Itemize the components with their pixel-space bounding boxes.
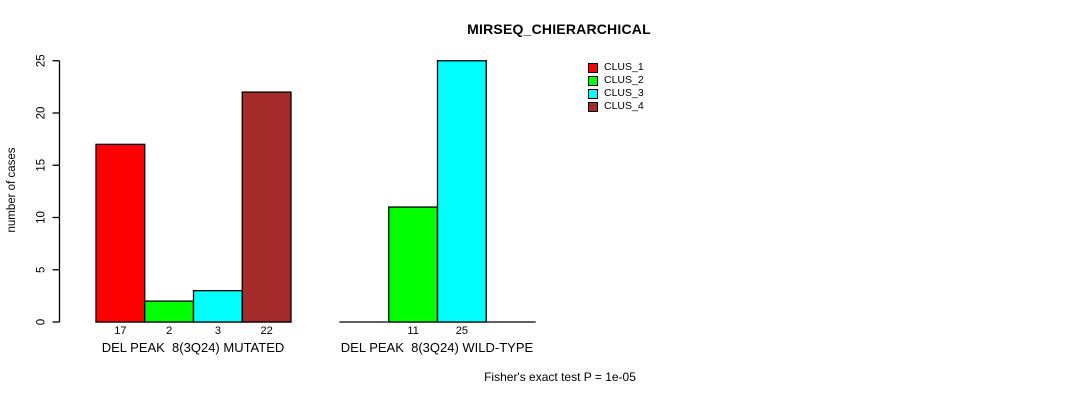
y-tick-label: 0 — [36, 319, 48, 325]
legend-label: CLUS_3 — [604, 87, 644, 99]
y-tick-label: 5 — [36, 267, 48, 273]
chart-title: MIRSEQ_CHIERARCHICAL — [467, 21, 651, 37]
legend-item-clus_3: CLUS_3 — [588, 87, 644, 100]
legend-item-clus_2: CLUS_2 — [588, 74, 644, 87]
bar-clus_2-group1 — [388, 206, 439, 323]
legend-item-clus_4: CLUS_4 — [588, 100, 644, 113]
x-axis-group-label-wild-type: DEL PEAK 8(3Q24) WILD-TYPE — [340, 340, 534, 355]
legend-swatch-clus_1 — [588, 62, 598, 73]
legend-swatch-clus_3 — [588, 88, 598, 99]
legend-swatch-clus_2 — [588, 75, 598, 86]
bar-clus_2-group0 — [144, 300, 195, 323]
legend-item-clus_1: CLUS_1 — [588, 61, 644, 74]
y-tick-label: 10 — [36, 211, 48, 224]
legend: CLUS_1 CLUS_2 CLUS_3 CLUS_4 — [588, 61, 644, 113]
bar-clus_3-group1 — [436, 60, 487, 323]
bar-clus_4-group0 — [241, 91, 292, 323]
bar-value-label: 17 — [114, 325, 126, 337]
legend-label: CLUS_2 — [604, 74, 644, 86]
legend-label: CLUS_1 — [604, 61, 644, 73]
x-axis-group-label-mutated: DEL PEAK 8(3Q24) MUTATED — [101, 340, 285, 355]
y-tick-label: 15 — [36, 159, 48, 172]
bar-value-label: 11 — [407, 325, 418, 337]
bar-value-label: 2 — [166, 325, 172, 337]
fisher-test-annotation: Fisher's exact test P = 1e-05 — [484, 370, 636, 384]
y-tick-label: 20 — [36, 107, 48, 120]
bar-clus_3-group0 — [192, 289, 243, 323]
bar-value-label: 25 — [456, 325, 468, 337]
legend-label: CLUS_4 — [604, 100, 644, 112]
y-tick-label: 25 — [36, 54, 48, 67]
legend-swatch-clus_4 — [588, 101, 598, 112]
bar-value-label: 3 — [215, 325, 221, 337]
bar-value-label: 22 — [261, 325, 273, 337]
bar-clus_1-group0 — [95, 143, 146, 323]
